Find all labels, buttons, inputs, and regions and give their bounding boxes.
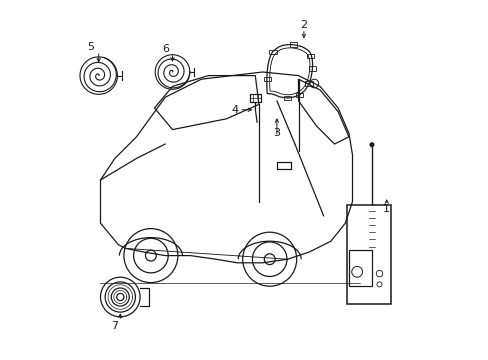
Circle shape bbox=[369, 143, 373, 147]
Text: 5: 5 bbox=[87, 42, 94, 52]
Bar bbox=[289, 42, 296, 47]
Bar bbox=[269, 50, 276, 54]
Bar bbox=[263, 77, 270, 81]
Text: 4: 4 bbox=[231, 105, 239, 115]
Bar bbox=[306, 54, 313, 58]
Text: 1: 1 bbox=[383, 204, 389, 214]
Bar bbox=[305, 81, 312, 86]
Bar bbox=[346, 205, 390, 304]
Text: 7: 7 bbox=[110, 321, 118, 331]
Text: 2: 2 bbox=[300, 20, 307, 30]
Bar bbox=[308, 66, 315, 71]
Bar bbox=[249, 94, 260, 102]
Text: 6: 6 bbox=[162, 44, 169, 54]
Bar bbox=[284, 96, 291, 100]
Text: 3: 3 bbox=[273, 128, 280, 138]
Bar bbox=[295, 93, 302, 97]
